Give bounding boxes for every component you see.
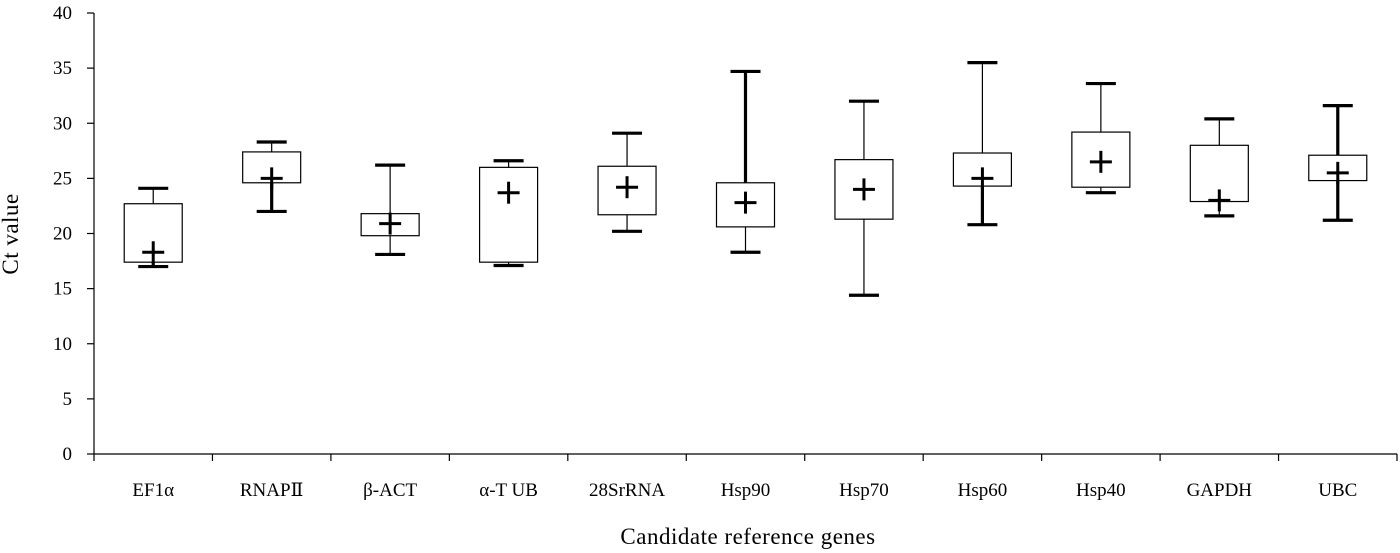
plot-area: [123, 61, 1368, 297]
x-tick-label: RNAPⅡ: [240, 480, 304, 501]
y-axis: 0 5 10 15 20 25 30 35 40: [53, 3, 95, 465]
y-tick-label: 0: [63, 444, 73, 465]
y-tick-label: 5: [63, 389, 73, 410]
box-group: [1308, 104, 1368, 222]
box-group: [478, 159, 539, 268]
y-tick-label: 25: [53, 168, 72, 189]
x-tick-label: UBC: [1318, 480, 1357, 501]
box-group: [1071, 81, 1131, 195]
y-tick-label: 15: [53, 279, 72, 300]
box-group: [715, 69, 776, 254]
y-axis-title: Ct value: [0, 193, 23, 274]
x-tick-label: β-ACT: [363, 480, 417, 501]
box-group: [597, 131, 657, 233]
x-tick-label: 28SrRNA: [589, 480, 665, 501]
box-group: [1189, 117, 1249, 218]
iqr-box: [478, 166, 539, 263]
y-tick-label: 35: [53, 58, 72, 79]
x-tick-label: Hsp40: [1076, 480, 1126, 501]
x-tick-label: Hsp70: [839, 480, 889, 501]
x-tick-label: EF1α: [132, 480, 174, 501]
box-group: [834, 99, 894, 297]
box-group: [360, 163, 420, 257]
box-group: [952, 61, 1013, 227]
x-tick-label: Hsp90: [721, 480, 771, 501]
y-tick-label: 20: [53, 224, 72, 245]
x-axis-title: Candidate reference genes: [620, 524, 875, 549]
x-axis: EF1α RNAPⅡ β-ACT α-T UB 28SrRNA Hsp90 Hsp70 Hsp…: [93, 453, 1398, 501]
y-tick-label: 10: [53, 334, 72, 355]
x-tick-label: α-T UB: [479, 480, 538, 501]
box-group: [123, 186, 183, 269]
y-tick-label: 30: [53, 113, 72, 134]
y-tick-label: 40: [53, 3, 72, 24]
x-tick-label: Hsp60: [958, 480, 1008, 501]
iqr-box: [597, 165, 657, 216]
box-group: [242, 140, 302, 214]
x-tick-label: GAPDH: [1187, 480, 1253, 501]
